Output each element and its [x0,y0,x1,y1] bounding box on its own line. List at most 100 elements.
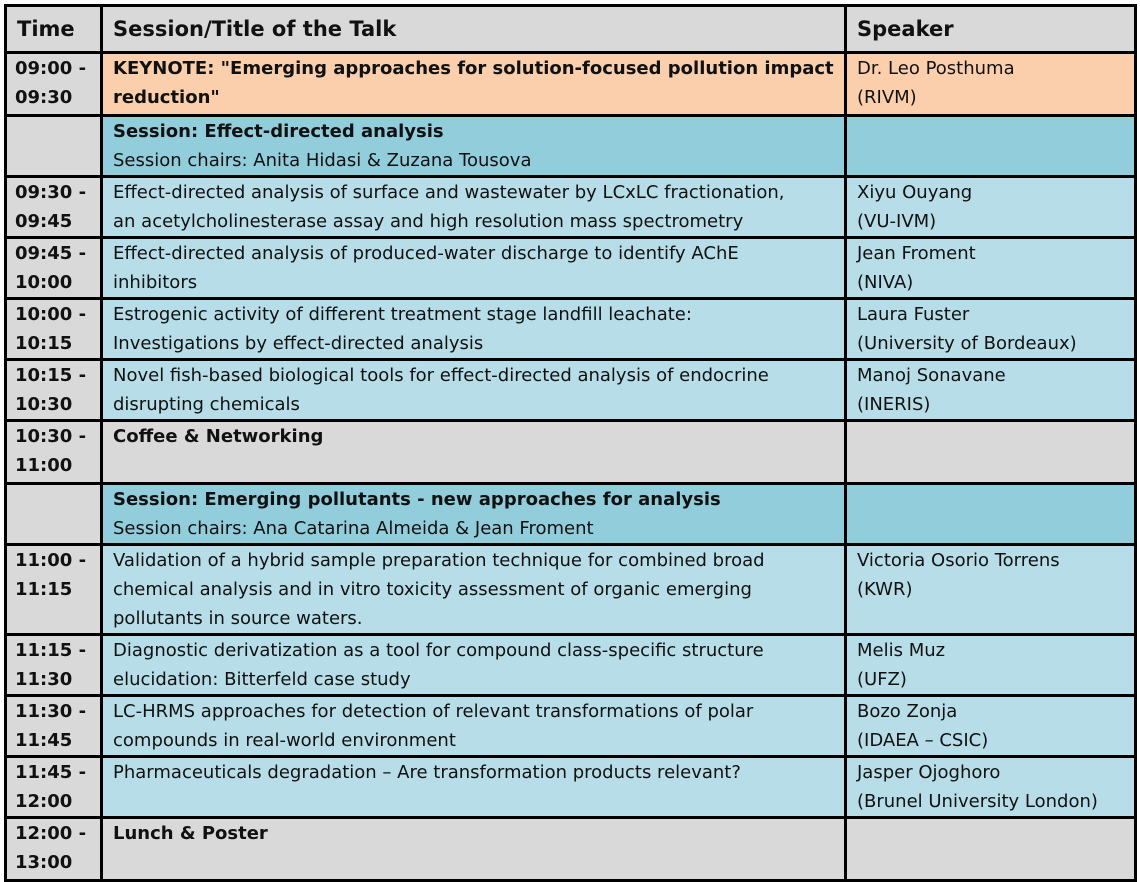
schedule-table: Time Session/Title of the Talk Speaker 0… [4,4,1137,882]
break-row: 10:30 - 11:00 Coffee & Networking [4,419,1137,485]
speaker-affiliation: (INERIS) [857,394,931,415]
talk-title: Pharmaceuticals degradation – Are transf… [113,762,741,783]
time-text: 10:00 - [15,304,87,325]
title-cell: Effect-directed analysis of surface and … [100,175,847,239]
time-cell [4,114,103,178]
keynote-title: reduction" [113,87,220,108]
speaker-cell: Jasper Ojoghoro (Brunel University London… [844,755,1137,819]
talk-row: 10:00 - 10:15 Estrogenic activity of diffe… [4,297,1137,361]
title-cell: KEYNOTE: "Emerging approaches for soluti… [100,51,847,117]
session-heading: Session: Effect-directed analysis [113,121,444,142]
speaker-cell: Melis Muz (UFZ) [844,633,1137,697]
time-cell: 10:15 - 10:30 [4,358,103,422]
time-text: 11:30 - [15,701,87,722]
speaker-name: Manoj Sonavane [857,365,1006,386]
talk-title: LC-HRMS approaches for detection of rele… [113,701,754,722]
speaker-affiliation: (VU-IVM) [857,211,937,232]
speaker-cell [844,419,1137,485]
time-cell: 10:00 - 10:15 [4,297,103,361]
time-cell: 11:00 - 11:15 [4,543,103,636]
speaker-cell [844,114,1137,178]
speaker-name: Laura Fuster [857,304,970,325]
title-cell: Diagnostic derivatization as a tool for … [100,633,847,697]
break-label: Coffee & Networking [113,426,324,447]
talk-row: 11:30 - 11:45 LC-HRMS approaches for detec… [4,694,1137,758]
time-text: 10:15 - [15,365,87,386]
time-cell: 09:30 - 09:45 [4,175,103,239]
header-title: Session/Title of the Talk [100,4,847,54]
speaker-affiliation: (RIVM) [857,87,917,108]
session-heading: Session: Emerging pollutants - new appro… [113,489,721,510]
schedule-body: 09:00 - 09:30 KEYNOTE: "Emerging approache… [4,51,1137,882]
talk-title: chemical analysis and in vitro toxicity … [113,579,752,600]
talk-title: Effect-directed analysis of produced-wat… [113,243,739,264]
time-text: 11:45 [15,730,73,751]
speaker-name: Melis Muz [857,640,946,661]
speaker-affiliation: (University of Bordeaux) [857,333,1077,354]
speaker-affiliation: (IDAEA – CSIC) [857,730,989,751]
talk-title: elucidation: Bitterfeld case study [113,669,411,690]
time-text: 11:45 - [15,762,87,783]
time-text: 11:15 [15,579,73,600]
title-cell: Estrogenic activity of different treatme… [100,297,847,361]
header-time: Time [4,4,103,54]
speaker-name: Victoria Osorio Torrens [857,550,1060,571]
speaker-name: Xiyu Ouyang [857,182,973,203]
title-cell: Pharmaceuticals degradation – Are transf… [100,755,847,819]
session-chairs: Session chairs: Anita Hidasi & Zuzana To… [113,150,532,171]
session-row: Session: Effect-directed analysis Session… [4,114,1137,178]
title-cell: Session: Effect-directed analysis Session… [100,114,847,178]
time-cell: 09:45 - 10:00 [4,236,103,300]
time-text: 12:00 - [15,823,87,844]
title-cell: Novel fish-based biological tools for ef… [100,358,847,422]
title-cell: Validation of a hybrid sample preparatio… [100,543,847,636]
speaker-cell: Xiyu Ouyang (VU-IVM) [844,175,1137,239]
speaker-cell: Jean Froment (NIVA) [844,236,1137,300]
talk-title: Effect-directed analysis of surface and … [113,182,785,203]
talk-title: Diagnostic derivatization as a tool for … [113,640,764,661]
speaker-cell: Bozo Zonja (IDAEA – CSIC) [844,694,1137,758]
talk-title: inhibitors [113,272,198,293]
header-speaker: Speaker [844,4,1137,54]
speaker-cell: Victoria Osorio Torrens (KWR) [844,543,1137,636]
time-cell: 11:15 - 11:30 [4,633,103,697]
talk-title: Validation of a hybrid sample preparatio… [113,550,765,571]
time-text: 10:00 [15,272,73,293]
title-cell: Session: Emerging pollutants - new appro… [100,482,847,546]
time-cell: 11:30 - 11:45 [4,694,103,758]
time-cell [4,482,103,546]
talk-title: Novel fish-based biological tools for ef… [113,365,769,386]
break-row: 12:00 - 13:00 Lunch & Poster [4,816,1137,882]
time-text: 11:30 [15,669,73,690]
title-cell: LC-HRMS approaches for detection of rele… [100,694,847,758]
session-row: Session: Emerging pollutants - new appro… [4,482,1137,546]
time-text: 09:45 - [15,243,87,264]
time-text: 09:30 - [15,182,87,203]
speaker-affiliation: (UFZ) [857,669,907,690]
speaker-name: Dr. Leo Posthuma [857,58,1015,79]
talk-row: 09:30 - 09:45 Effect-directed analysis of … [4,175,1137,239]
keynote-row: 09:00 - 09:30 KEYNOTE: "Emerging approache… [4,51,1137,117]
speaker-affiliation: (NIVA) [857,272,914,293]
talk-row: 11:00 - 11:15 Validation of a hybrid sampl… [4,543,1137,636]
time-text: 12:00 [15,791,73,812]
time-cell: 12:00 - 13:00 [4,816,103,882]
header-row: Time Session/Title of the Talk Speaker [4,4,1137,54]
time-text: 10:30 [15,394,73,415]
keynote-title: KEYNOTE: "Emerging approaches for soluti… [113,58,834,79]
time-text: 09:45 [15,211,73,232]
speaker-name: Bozo Zonja [857,701,958,722]
talk-title: Estrogenic activity of different treatme… [113,304,692,325]
speaker-cell: Dr. Leo Posthuma (RIVM) [844,51,1137,117]
talk-row: 11:45 - 12:00 Pharmaceuticals degradation … [4,755,1137,819]
talk-title: Investigations by effect-directed analys… [113,333,484,354]
time-text: 11:00 [15,455,73,476]
time-cell: 09:00 - 09:30 [4,51,103,117]
time-text: 09:00 - [15,58,87,79]
time-cell: 11:45 - 12:00 [4,755,103,819]
talk-row: 11:15 - 11:30 Diagnostic derivatization as… [4,633,1137,697]
title-cell: Effect-directed analysis of produced-wat… [100,236,847,300]
title-cell: Coffee & Networking [100,419,847,485]
talk-title: pollutants in source waters. [113,608,363,629]
talk-row: 09:45 - 10:00 Effect-directed analysis of … [4,236,1137,300]
